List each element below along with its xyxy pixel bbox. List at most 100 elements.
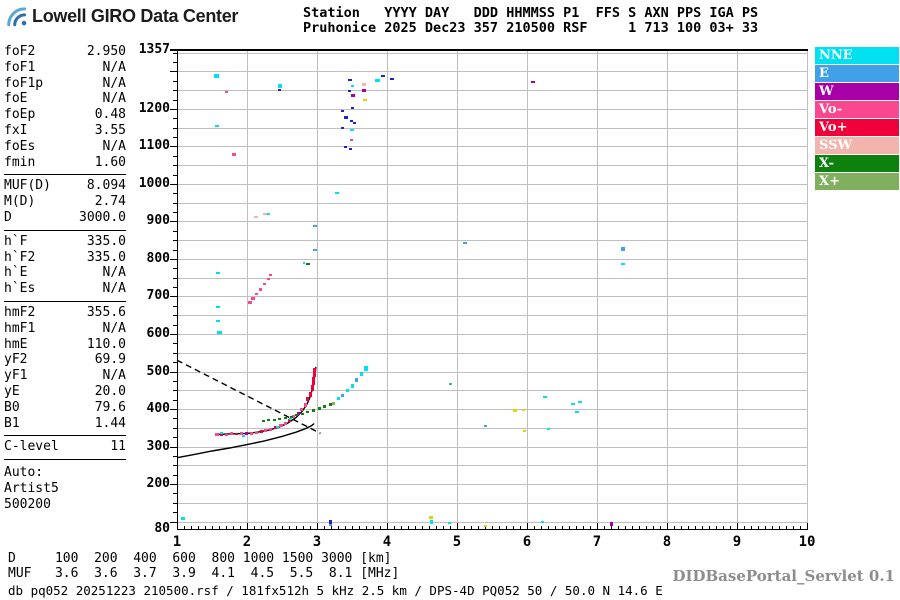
- legend-item-xminus: X-: [815, 155, 899, 172]
- y-axis-label: 500: [146, 363, 170, 379]
- x-tick: [695, 526, 696, 529]
- x-tick: [373, 526, 374, 529]
- muf-table: D 100 200 400 600 800 1000 1500 3000 [km…: [8, 551, 399, 581]
- legend-item-w: W: [815, 83, 899, 100]
- v-gridline: [527, 50, 528, 529]
- x-tick: [254, 526, 255, 529]
- echo-point-e: [620, 247, 625, 252]
- y-tick: [170, 183, 177, 185]
- y-tick: [173, 474, 177, 476]
- echo-point-nne: [350, 84, 354, 87]
- fitted-o-trace: [215, 366, 317, 436]
- x-tick: [359, 526, 360, 529]
- y-tick: [173, 268, 177, 270]
- x-tick: [744, 526, 745, 529]
- y-axis-label: 400: [146, 401, 170, 416]
- x-tick: [415, 526, 416, 529]
- x-tick: [457, 523, 458, 529]
- param-row-fxi: fxI 3.55: [4, 123, 126, 139]
- param-value: N/A: [102, 368, 126, 384]
- echo-point-w: [350, 93, 355, 97]
- x-tick: [793, 526, 794, 529]
- echo-point-navy: [352, 122, 356, 125]
- y-tick: [173, 174, 177, 176]
- echo-point-navy: [341, 126, 345, 129]
- x-tick: [730, 526, 731, 529]
- echo-point-nne: [547, 427, 551, 430]
- echo-point-e: [355, 377, 359, 382]
- h-gridline: [177, 258, 807, 260]
- echo-point-x-: [317, 407, 321, 411]
- y-axis-label: 1200: [138, 100, 170, 116]
- echo-point-nne: [214, 124, 219, 127]
- param-label: h`F2: [4, 249, 36, 265]
- echo-point-x-: [289, 415, 293, 418]
- y-axis-label: 1100: [138, 138, 170, 154]
- param-label: foF1: [4, 59, 36, 75]
- h-gridline: [177, 108, 807, 110]
- param-value: 110.0: [86, 336, 126, 352]
- echo-point-vo-: [247, 300, 252, 304]
- x-tick: [289, 526, 290, 529]
- echo-point-nne: [288, 418, 292, 421]
- y-tick: [173, 315, 177, 317]
- param-value: N/A: [102, 138, 126, 154]
- echo-point-vo-: [349, 139, 353, 142]
- y-tick: [170, 333, 177, 335]
- param-value: N/A: [102, 281, 126, 297]
- echo-point-vo+: [312, 376, 315, 385]
- station-header: Station YYYY DAY DDD HHMMSS P1 FFS S AXN…: [303, 6, 758, 36]
- echo-point-e: [340, 393, 344, 397]
- servlet-version: DIDBasePortal_Servlet 0.1: [672, 567, 895, 585]
- v-gridline: [597, 50, 598, 529]
- x-tick: [779, 526, 780, 529]
- x-tick: [471, 526, 472, 529]
- param-value: 335.0: [86, 233, 126, 249]
- h-gridline: [177, 90, 807, 92]
- v-gridline: [737, 50, 738, 529]
- echo-point-ssw: [361, 82, 366, 86]
- y-axis-label: 600: [146, 325, 170, 341]
- x-tick: [660, 526, 661, 529]
- h-gridline: [177, 127, 807, 129]
- x-tick: [436, 526, 437, 529]
- param-label: foE: [4, 91, 28, 107]
- echo-point-vo-: [300, 407, 304, 411]
- y-axis-label: 1357: [138, 42, 170, 57]
- x-tick: [807, 523, 808, 529]
- d-row: D 100 200 400 600 800 1000 1500 3000 [km…: [8, 551, 392, 566]
- x-tick: [632, 526, 633, 529]
- param-label: foEp: [4, 107, 36, 123]
- x-tick: [352, 526, 353, 529]
- param-row-foe: foE N/A: [4, 91, 126, 107]
- h-gridline: [177, 183, 807, 185]
- echo-point-e: [448, 382, 452, 385]
- x-tick: [506, 526, 507, 529]
- x-tick: [681, 526, 682, 529]
- echo-point-vo-: [258, 287, 262, 291]
- param-label: MUF(D): [4, 178, 51, 194]
- echo-point-x-: [272, 418, 276, 421]
- echo-point-vo+: [235, 433, 238, 436]
- echo-point-vo-: [264, 429, 268, 433]
- x-tick: [590, 526, 591, 529]
- param-label: fmin: [4, 154, 36, 170]
- echo-point-navy: [351, 106, 355, 109]
- y-tick: [170, 71, 177, 73]
- y-axis-label: 800: [146, 250, 170, 266]
- y-tick: [173, 455, 177, 457]
- x-tick: [261, 526, 262, 529]
- x-tick: [380, 526, 381, 529]
- x-axis-label: 5: [452, 534, 462, 550]
- param-label: foF2: [4, 44, 36, 59]
- legend-item-xplus: X+: [815, 173, 899, 190]
- param-row-d: D 3000.0: [4, 210, 126, 226]
- param-label: yF1: [4, 368, 28, 384]
- echo-point-x-: [300, 412, 304, 415]
- param-row-mufd: MUF(D) 8.094: [4, 178, 126, 194]
- h-gridline: [177, 165, 807, 167]
- x-tick: [625, 526, 626, 529]
- echo-point-vo-: [225, 91, 229, 93]
- h-gridline: [177, 221, 807, 223]
- echo-point-x-: [323, 405, 327, 409]
